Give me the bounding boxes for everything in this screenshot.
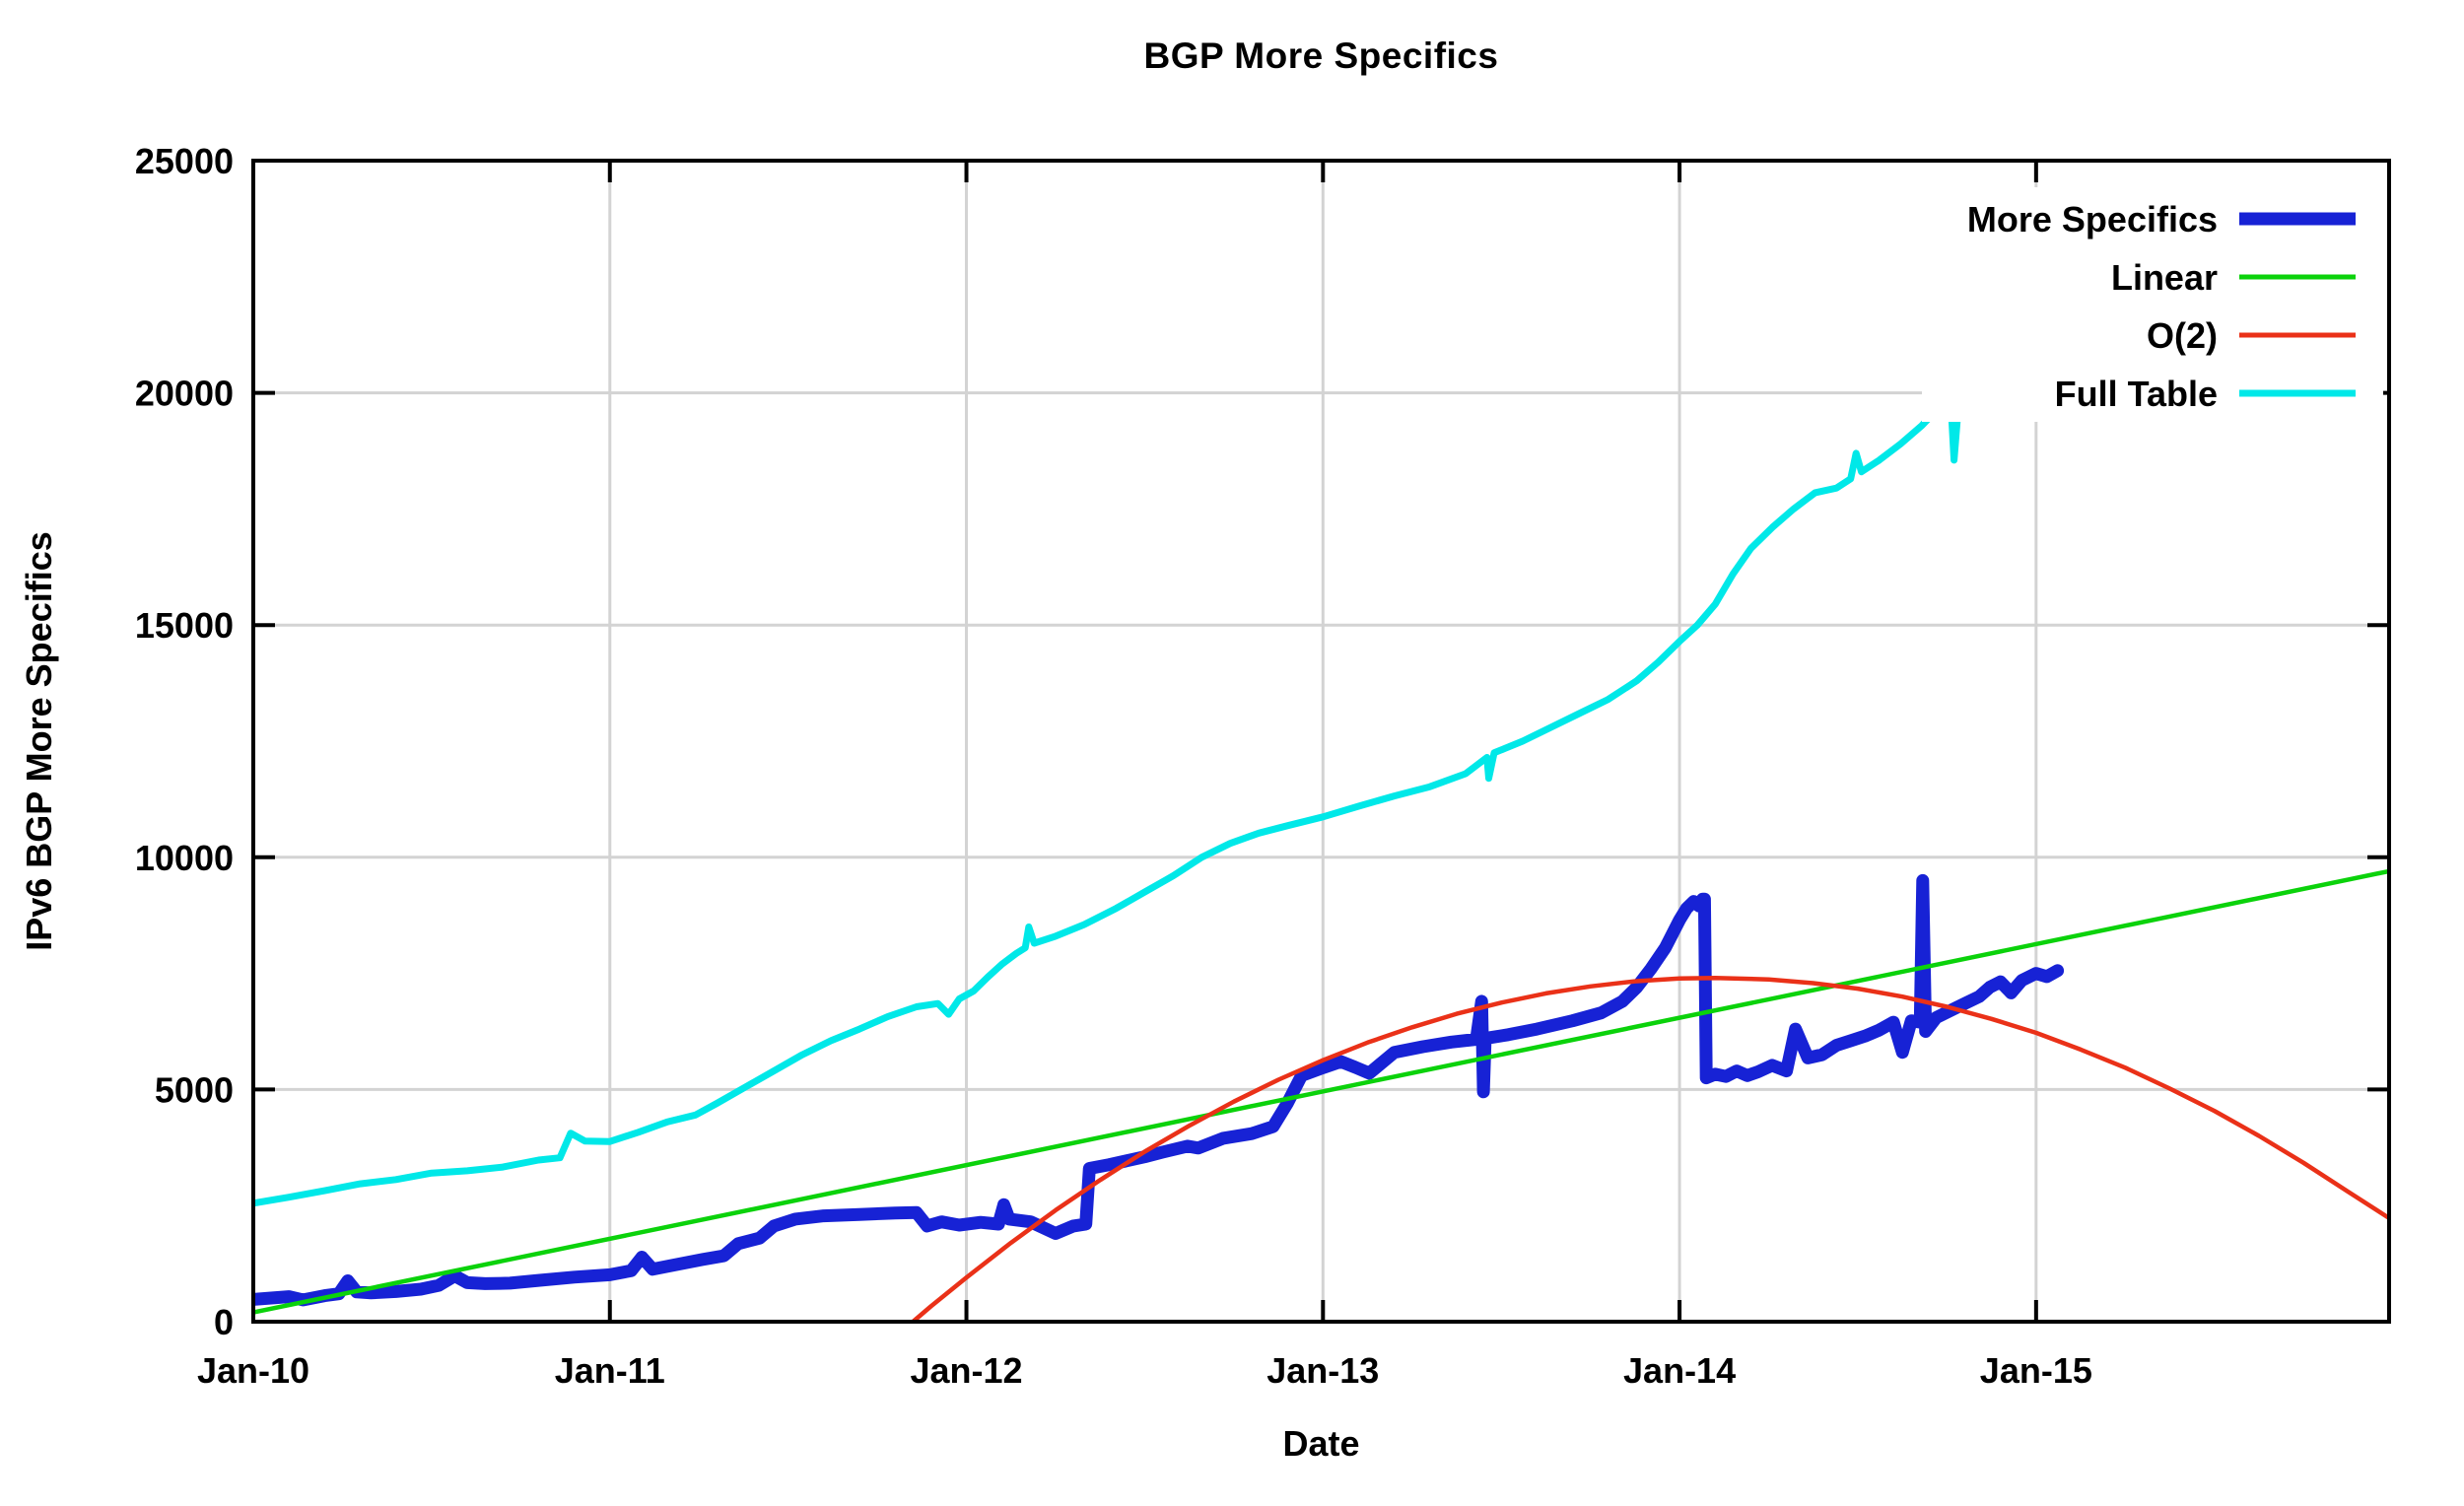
x-axis-title: Date	[1282, 1423, 1360, 1464]
y-axis-title: IPv6 BGP More Specifics	[19, 531, 59, 951]
x-tick-label: Jan-13	[1266, 1350, 1379, 1391]
y-tick-label: 20000	[135, 374, 234, 414]
x-tick-label: Jan-11	[555, 1350, 665, 1391]
legend-label-linear: Linear	[2111, 257, 2218, 298]
y-tick-label: 0	[214, 1302, 234, 1342]
x-tick-label: Jan-15	[1980, 1350, 2092, 1391]
series-o-2-	[911, 976, 2389, 1324]
y-tick-label: 10000	[135, 838, 234, 878]
x-tick-label: Jan-12	[911, 1350, 1023, 1391]
series-linear	[253, 868, 2389, 1315]
y-tick-label: 5000	[155, 1069, 234, 1110]
legend-label-more-specifics: More Specifics	[1967, 199, 2218, 240]
legend-background	[1922, 187, 2383, 422]
x-tick-label: Jan-10	[197, 1350, 309, 1391]
series-more-specifics	[253, 873, 2065, 1307]
legend-label-o-2-: O(2)	[2147, 315, 2218, 356]
y-tick-label: 25000	[135, 141, 234, 181]
y-tick-label: 15000	[135, 605, 234, 646]
series-full-table	[253, 301, 2062, 1207]
legend-label-full-table: Full Table	[2055, 374, 2218, 414]
x-tick-label: Jan-14	[1623, 1350, 1736, 1391]
chart-title: BGP More Specifics	[1143, 35, 1499, 76]
